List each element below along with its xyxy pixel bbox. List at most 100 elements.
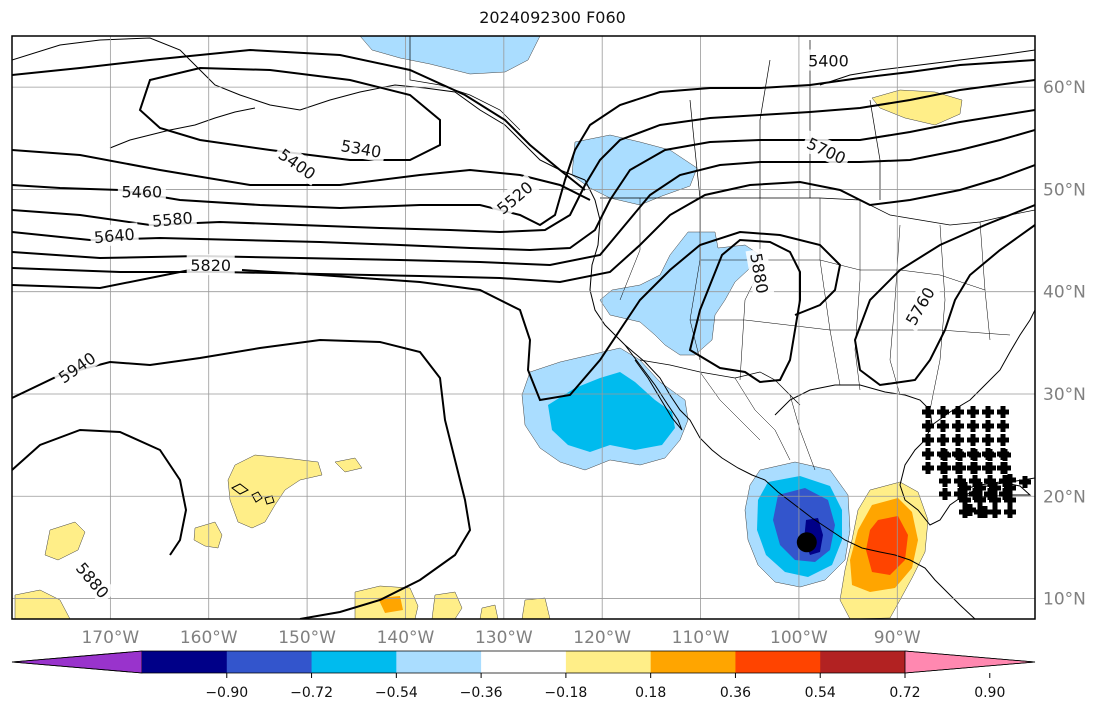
contour-5340-low [138,66,441,161]
contour-label-background [271,141,324,186]
contour-label-text: 5400 [808,52,849,71]
colorbar-swatch [650,651,736,673]
shade-negative-light [571,134,698,206]
colorbar-tick-label: 0.18 [635,685,666,701]
map-title: 2024092300 F060 [479,8,626,27]
shade-positive-light [479,604,499,619]
contour-label: 5700 [800,130,853,170]
lon-tick-label: 140°W [377,628,435,648]
convection-plus [1007,506,1013,518]
convection-plus [987,449,993,461]
border-us-mexico [639,359,801,406]
convection-plus [1002,462,1008,474]
convection-plus [992,482,998,494]
contour-label-background [804,49,853,71]
shade-positive-medium [378,596,403,613]
convection-plus [985,434,991,446]
convection-plus [925,462,931,474]
lon-tick-label: 100°W [770,628,828,648]
colorbar-swatch [481,651,567,673]
shade-positive-light [193,521,223,549]
colorbar-tick-label: 0.36 [720,685,751,701]
colorbar-tick-label: −0.54 [375,685,418,701]
shade-positive-light [871,89,963,126]
colorbar-swatch [226,651,313,673]
border-mexico-states [699,371,816,471]
coastline-aleutians [109,107,256,149]
lon-tick-labels: 170°W 160°W 150°W 140°W 130°W 120°W 110°W 100°W… [81,628,920,648]
shade-positive-light [14,589,71,619]
contour-5520 [12,59,1035,227]
convection-plus [987,475,993,487]
contour-5640 [12,109,1035,252]
storm-center-marker [796,532,817,553]
contour-5700 [12,129,1035,267]
shade-positive-light [334,457,363,473]
convection-plus [942,449,948,461]
convection-plus [977,482,983,494]
colorbar-swatch [311,651,397,673]
lat-tick-label: 60°N [1043,78,1086,98]
convection-plus [1007,494,1013,506]
shade-negative-light [599,231,761,356]
convection-plus [967,504,973,516]
convection-plus [972,475,978,487]
convection-plus [970,406,976,418]
coastline-east [931,309,1035,426]
contour-label: 5820 [186,254,235,276]
shade-positive-light [44,521,86,561]
contour-label-background [335,133,387,163]
convection-plus [957,462,963,474]
lat-tick-label: 40°N [1043,283,1086,303]
colorbar-swatch [142,651,228,673]
colorbar-tick-label: −0.18 [544,685,587,701]
colorbar-swatch [565,651,652,673]
lon-tick-label: 110°W [672,628,730,648]
contour-label-background [745,247,775,299]
shade-negative-light [359,36,541,75]
convection-plus [957,488,963,500]
lat-tick-label: 50°N [1043,180,1086,200]
convection-plus [955,434,961,446]
convection-plus [972,449,978,461]
convection-plus [1022,476,1028,488]
coastline-hudson [819,49,1035,86]
convection-plus [1007,474,1013,486]
contour-5940 [12,338,472,619]
shade-positive-light [521,597,551,619]
convection-plus [942,475,948,487]
lon-tick-label: 170°W [81,628,139,648]
convection-plus [1000,406,1006,418]
border-us-canada [600,197,1035,226]
convection-plus [1000,434,1006,446]
contour-label: 5640 [89,222,140,248]
colorbar-swatch [735,651,821,673]
convection-plus [962,494,968,506]
contour-label-background [800,130,853,170]
contour-5580 [12,79,1035,234]
convection-plus [925,406,931,418]
lat-tick-labels: 60°N 50°N 40°N 30°N 20°N 10°N [1043,78,1086,609]
convection-plus [972,462,978,474]
convection-plus [955,420,961,432]
contour-label-background [89,222,140,248]
lat-tick-label: 20°N [1043,487,1086,507]
contour-label-background [898,279,941,332]
contour-label-text: 5880 [746,252,772,295]
convection-plus [942,488,948,500]
convection-plus [925,420,931,432]
colorbar-tick-label: −0.90 [205,685,248,701]
convection-plus [1002,488,1008,500]
convection-plus [957,475,963,487]
lon-tick-label: 90°W [874,628,921,648]
convection-plus [972,488,978,500]
convection-plus [940,434,946,446]
convection-plus [955,406,961,418]
shade-negative-medium [548,372,675,452]
coastline-alaska [12,37,586,181]
lat-tick-label: 10°N [1043,590,1086,610]
convection-plus [942,462,948,474]
lon-tick-label: 150°W [278,628,336,648]
shade-positive-light [431,591,463,619]
contour-label: 5880 [69,554,117,605]
